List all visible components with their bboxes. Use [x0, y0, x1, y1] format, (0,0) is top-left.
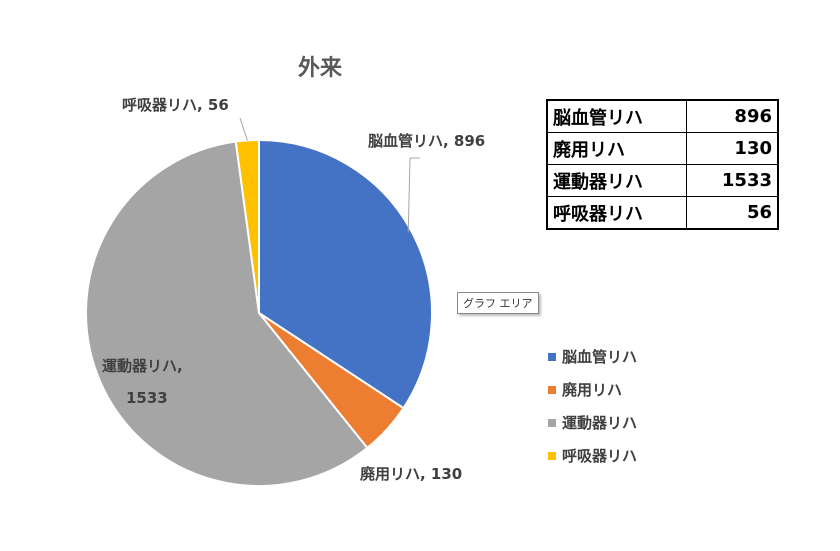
- data-label-respiratory: 呼吸器リハ, 56: [122, 96, 229, 114]
- table-cell-value[interactable]: 130: [686, 132, 779, 165]
- pie-slice-respiratory[interactable]: [234, 138, 260, 314]
- table-row: 廃用リハ 130: [546, 132, 779, 165]
- legend-swatch: [548, 352, 556, 361]
- data-label-musculoskeletal: 運動器リハ, 1533: [102, 357, 183, 407]
- legend-label: 廃用リハ: [562, 381, 623, 399]
- table-cell-label[interactable]: 脳血管リハ: [546, 99, 687, 133]
- table-cell-value[interactable]: 1533: [686, 164, 779, 197]
- legend-item-musculoskeletal[interactable]: 運動器リハ: [548, 406, 637, 439]
- data-label-disuse: 廃用リハ, 130: [360, 465, 463, 483]
- legend-label: 運動器リハ: [562, 414, 638, 432]
- table-cell-value[interactable]: 56: [686, 196, 779, 230]
- table-cell-label[interactable]: 呼吸器リハ: [546, 196, 687, 230]
- legend-swatch: [548, 451, 556, 460]
- legend-swatch: [548, 418, 556, 427]
- chart-title: 外来: [297, 56, 342, 81]
- data-table: 脳血管リハ 896 廃用リハ 130 運動器リハ 1533 呼吸器リハ 56: [546, 99, 779, 230]
- table-cell-value[interactable]: 896: [686, 99, 779, 133]
- legend-item-disuse[interactable]: 廃用リハ: [548, 373, 637, 406]
- leader-line: [239, 117, 248, 141]
- legend-item-cerebrovascular[interactable]: 脳血管リハ: [548, 340, 637, 373]
- leader-line: [407, 157, 420, 233]
- table-cell-label[interactable]: 廃用リハ: [546, 132, 687, 165]
- table-row: 呼吸器リハ 56: [546, 196, 779, 230]
- legend-swatch: [548, 385, 556, 394]
- legend[interactable]: 脳血管リハ 廃用リハ 運動器リハ 呼吸器リハ: [548, 340, 637, 472]
- legend-label: 脳血管リハ: [562, 348, 638, 366]
- data-label-cerebrovascular: 脳血管リハ, 896: [368, 132, 486, 150]
- pie-slice-musculoskeletal[interactable]: [85, 140, 369, 487]
- table-row: 脳血管リハ 896: [546, 99, 779, 133]
- legend-label: 呼吸器リハ: [562, 447, 638, 465]
- legend-item-respiratory[interactable]: 呼吸器リハ: [548, 439, 637, 472]
- table-row: 運動器リハ 1533: [546, 164, 779, 197]
- chart-area-tooltip: グラフ エリア: [457, 292, 539, 314]
- table-cell-label[interactable]: 運動器リハ: [546, 164, 687, 197]
